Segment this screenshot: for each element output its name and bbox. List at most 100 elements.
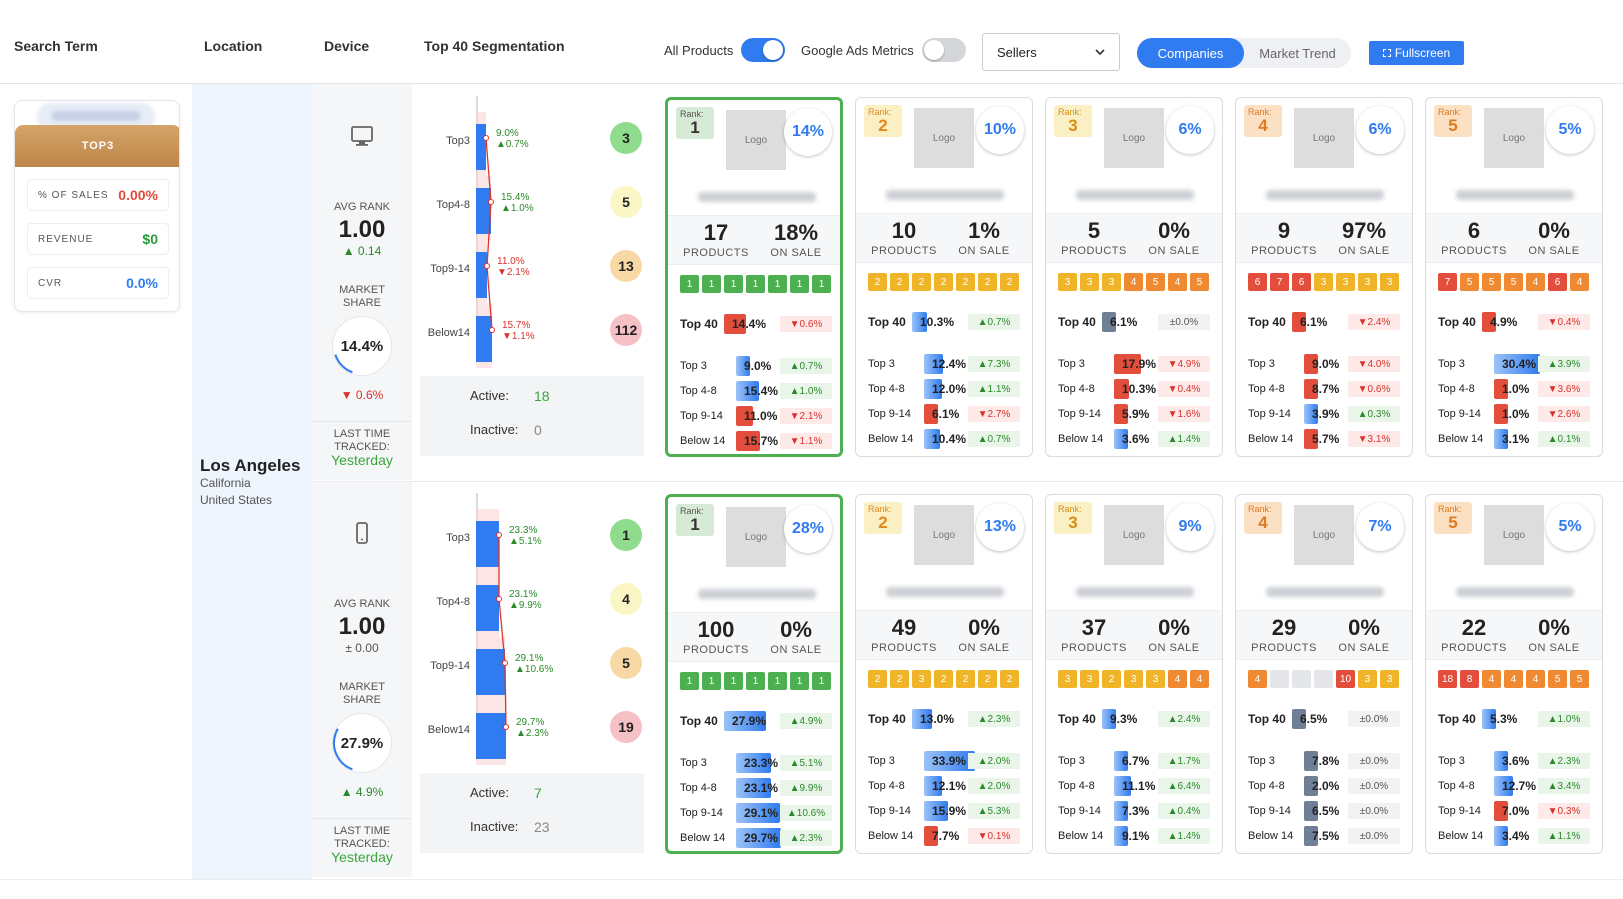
- share-metric-bar: [1114, 751, 1128, 771]
- company-card[interactable]: Rank: 1 Logo 28% 100 PRODUCTS 0% ON SALE 1 1 1 1 1 1 1…: [665, 494, 843, 854]
- rank-badge: Rank: 1: [676, 107, 714, 139]
- tab-market-trend[interactable]: Market Trend: [1259, 45, 1336, 61]
- company-card[interactable]: Rank: 5 Logo 5% 6 PRODUCTS 0% ON SALE 7 5 5 5 4 6 4 Top…: [1425, 97, 1603, 457]
- rank-history-pill: 1: [680, 275, 699, 293]
- share-metric-label: Top 3: [868, 755, 895, 767]
- share-metric-row: Below 14 3.6% ▲1.4%: [1058, 429, 1210, 449]
- share-metric-label: Top 9-14: [1248, 408, 1291, 420]
- on-sale-label: ON SALE: [770, 644, 822, 656]
- segment-percent: 11.0% ▼2.1%: [497, 256, 530, 278]
- share-metric-label: Top 9-14: [680, 807, 723, 819]
- share-metric-delta: ▼1.6%: [1158, 406, 1210, 422]
- segment-trend-line: [483, 135, 495, 333]
- share-metric-label: Top 9-14: [868, 805, 911, 817]
- share-metric-bar: [736, 381, 759, 401]
- products-label: PRODUCTS: [683, 247, 749, 259]
- share-metric-bar: [736, 778, 771, 798]
- rank-value: 3: [1068, 513, 1078, 532]
- company-card[interactable]: Rank: 4 Logo 7% 29 PRODUCTS 0% ON SALE 4 10 3 3 Top …: [1235, 494, 1413, 854]
- share-metric-row: Top 4-8 11.1% ▲6.4%: [1058, 776, 1210, 796]
- avg-rank-value: 1.00: [338, 613, 386, 640]
- share-metric-label: Below 14: [680, 435, 726, 447]
- share-metric-label: Top 40: [1438, 315, 1476, 329]
- company-card[interactable]: Rank: 5 Logo 5% 22 PRODUCTS 0% ON SALE 18 8 4 4 4 5 5 T…: [1425, 494, 1603, 854]
- share-metric-label: Top 9-14: [1248, 805, 1291, 817]
- company-stats: 6 PRODUCTS 0% ON SALE: [1426, 213, 1602, 263]
- segment-trend-point: [502, 660, 508, 666]
- fullscreen-label: Fullscreen: [1394, 46, 1451, 60]
- share-metric-bar: [924, 826, 938, 846]
- on-sale-label: ON SALE: [1528, 245, 1580, 257]
- segment-trend-point: [496, 532, 502, 538]
- share-metric-row: Top 40 5.3% ▲1.0%: [1438, 709, 1590, 729]
- share-metric-delta: ▲1.4%: [1158, 828, 1210, 844]
- rank-badge: Rank: 3: [1054, 105, 1092, 137]
- company-name-blurred: [698, 192, 816, 202]
- tab-companies[interactable]: Companies: [1137, 38, 1244, 68]
- rank-history-pill: 2: [934, 670, 953, 688]
- location-header[interactable]: Location: [204, 38, 263, 54]
- company-card[interactable]: Rank: 1 Logo 14% 17 PRODUCTS 18% ON SALE 1 1 1 1 1 1 1…: [665, 97, 843, 457]
- company-card[interactable]: Rank: 2 Logo 10% 10 PRODUCTS 1% ON SALE 2 2 2 2 2 2 2 T…: [855, 97, 1033, 457]
- rank-label: Rank:: [868, 504, 892, 514]
- share-metric-label: Below 14: [1438, 830, 1484, 842]
- market-share-delta: ▼ 0.6%: [340, 388, 384, 402]
- market-share-arc: [333, 714, 391, 772]
- rank-history-pill: 2: [956, 670, 975, 688]
- segment-label: Below14: [427, 724, 470, 736]
- on-sale-value: 0%: [1158, 218, 1190, 243]
- share-metric-label: Below 14: [1248, 433, 1294, 445]
- share-metric-delta: ▲0.7%: [968, 314, 1020, 330]
- share-metric-label: Top 3: [1058, 755, 1085, 767]
- share-metric-bar: [736, 406, 753, 426]
- products-count: 9: [1277, 218, 1291, 243]
- rank-history-pill: [1314, 670, 1333, 688]
- segment-bar: [476, 124, 486, 170]
- share-metric-value: 27.9%: [732, 714, 767, 728]
- company-card[interactable]: Rank: 2 Logo 13% 49 PRODUCTS 0% ON SALE 2 2 3 2 2 2 2 T…: [855, 494, 1033, 854]
- on-sale-label: ON SALE: [770, 247, 822, 259]
- segment-percent: 15.4% ▲1.0%: [501, 192, 534, 214]
- share-metric-delta: ▼0.1%: [968, 828, 1020, 844]
- share-metric-label: Top 4-8: [868, 780, 905, 792]
- rank-label: Rank:: [1058, 504, 1082, 514]
- rank-label: Rank:: [1438, 107, 1462, 117]
- share-metric-value: 12.4%: [932, 357, 967, 371]
- segmentation-header[interactable]: Top 40 Segmentation: [424, 38, 565, 54]
- share-metric-row: Top 40 13.0% ▲2.3%: [868, 709, 1020, 729]
- segment-percent: 9.0% ▲0.7%: [496, 128, 529, 150]
- rank-label: Rank:: [1438, 504, 1462, 514]
- segment-count: 4: [610, 583, 642, 615]
- share-metric-delta: ▼4.0%: [1348, 356, 1400, 372]
- company-card[interactable]: Rank: 3 Logo 6% 5 PRODUCTS 0% ON SALE 3 3 3 4 5 4 5 Top…: [1045, 97, 1223, 457]
- segment-bar: [476, 188, 491, 234]
- share-metric-delta: ▲5.3%: [968, 803, 1020, 819]
- segment-percent: 23.3% ▲5.1%: [509, 525, 542, 547]
- share-metric-label: Top 4-8: [680, 782, 717, 794]
- active-summary: Active: 18 Inactive: 0: [420, 376, 644, 456]
- search-term-card: TOP3 % OF SALES 0.00% REVENUE $0 CVR 0.0%: [14, 100, 180, 312]
- rank-history-pill: 1: [768, 672, 787, 690]
- seller-select[interactable]: Sellers: [982, 33, 1120, 71]
- products-label: PRODUCTS: [1251, 642, 1317, 654]
- google-ads-toggle[interactable]: [921, 38, 966, 62]
- rank-badge: Rank: 4: [1244, 105, 1282, 137]
- company-share: 28%: [784, 505, 832, 553]
- all-products-label: All Products: [664, 42, 734, 58]
- company-card[interactable]: Rank: 3 Logo 9% 37 PRODUCTS 0% ON SALE 3 3 2 3 3 4 4 To…: [1045, 494, 1223, 854]
- rank-value: 1: [690, 118, 700, 137]
- company-stats: 5 PRODUCTS 0% ON SALE: [1046, 213, 1222, 263]
- device-header[interactable]: Device: [324, 38, 370, 54]
- fullscreen-button[interactable]: Fullscreen: [1369, 41, 1464, 65]
- share-metric-bar: [1494, 354, 1540, 374]
- active-count: 7: [534, 785, 542, 801]
- share-metric-delta: ±0.0%: [1158, 314, 1210, 330]
- search-term-header[interactable]: Search Term: [14, 38, 98, 54]
- rank-history-pill: 3: [1358, 273, 1377, 291]
- share-metric-row: Top 9-14 3.9% ▲0.3%: [1248, 404, 1400, 424]
- rank-history-pill: 3: [1058, 273, 1077, 291]
- company-card[interactable]: Rank: 4 Logo 6% 9 PRODUCTS 97% ON SALE 6 7 6 3 3 3 3 To…: [1235, 97, 1413, 457]
- all-products-toggle[interactable]: [741, 38, 786, 62]
- company-stats: 29 PRODUCTS 0% ON SALE: [1236, 610, 1412, 660]
